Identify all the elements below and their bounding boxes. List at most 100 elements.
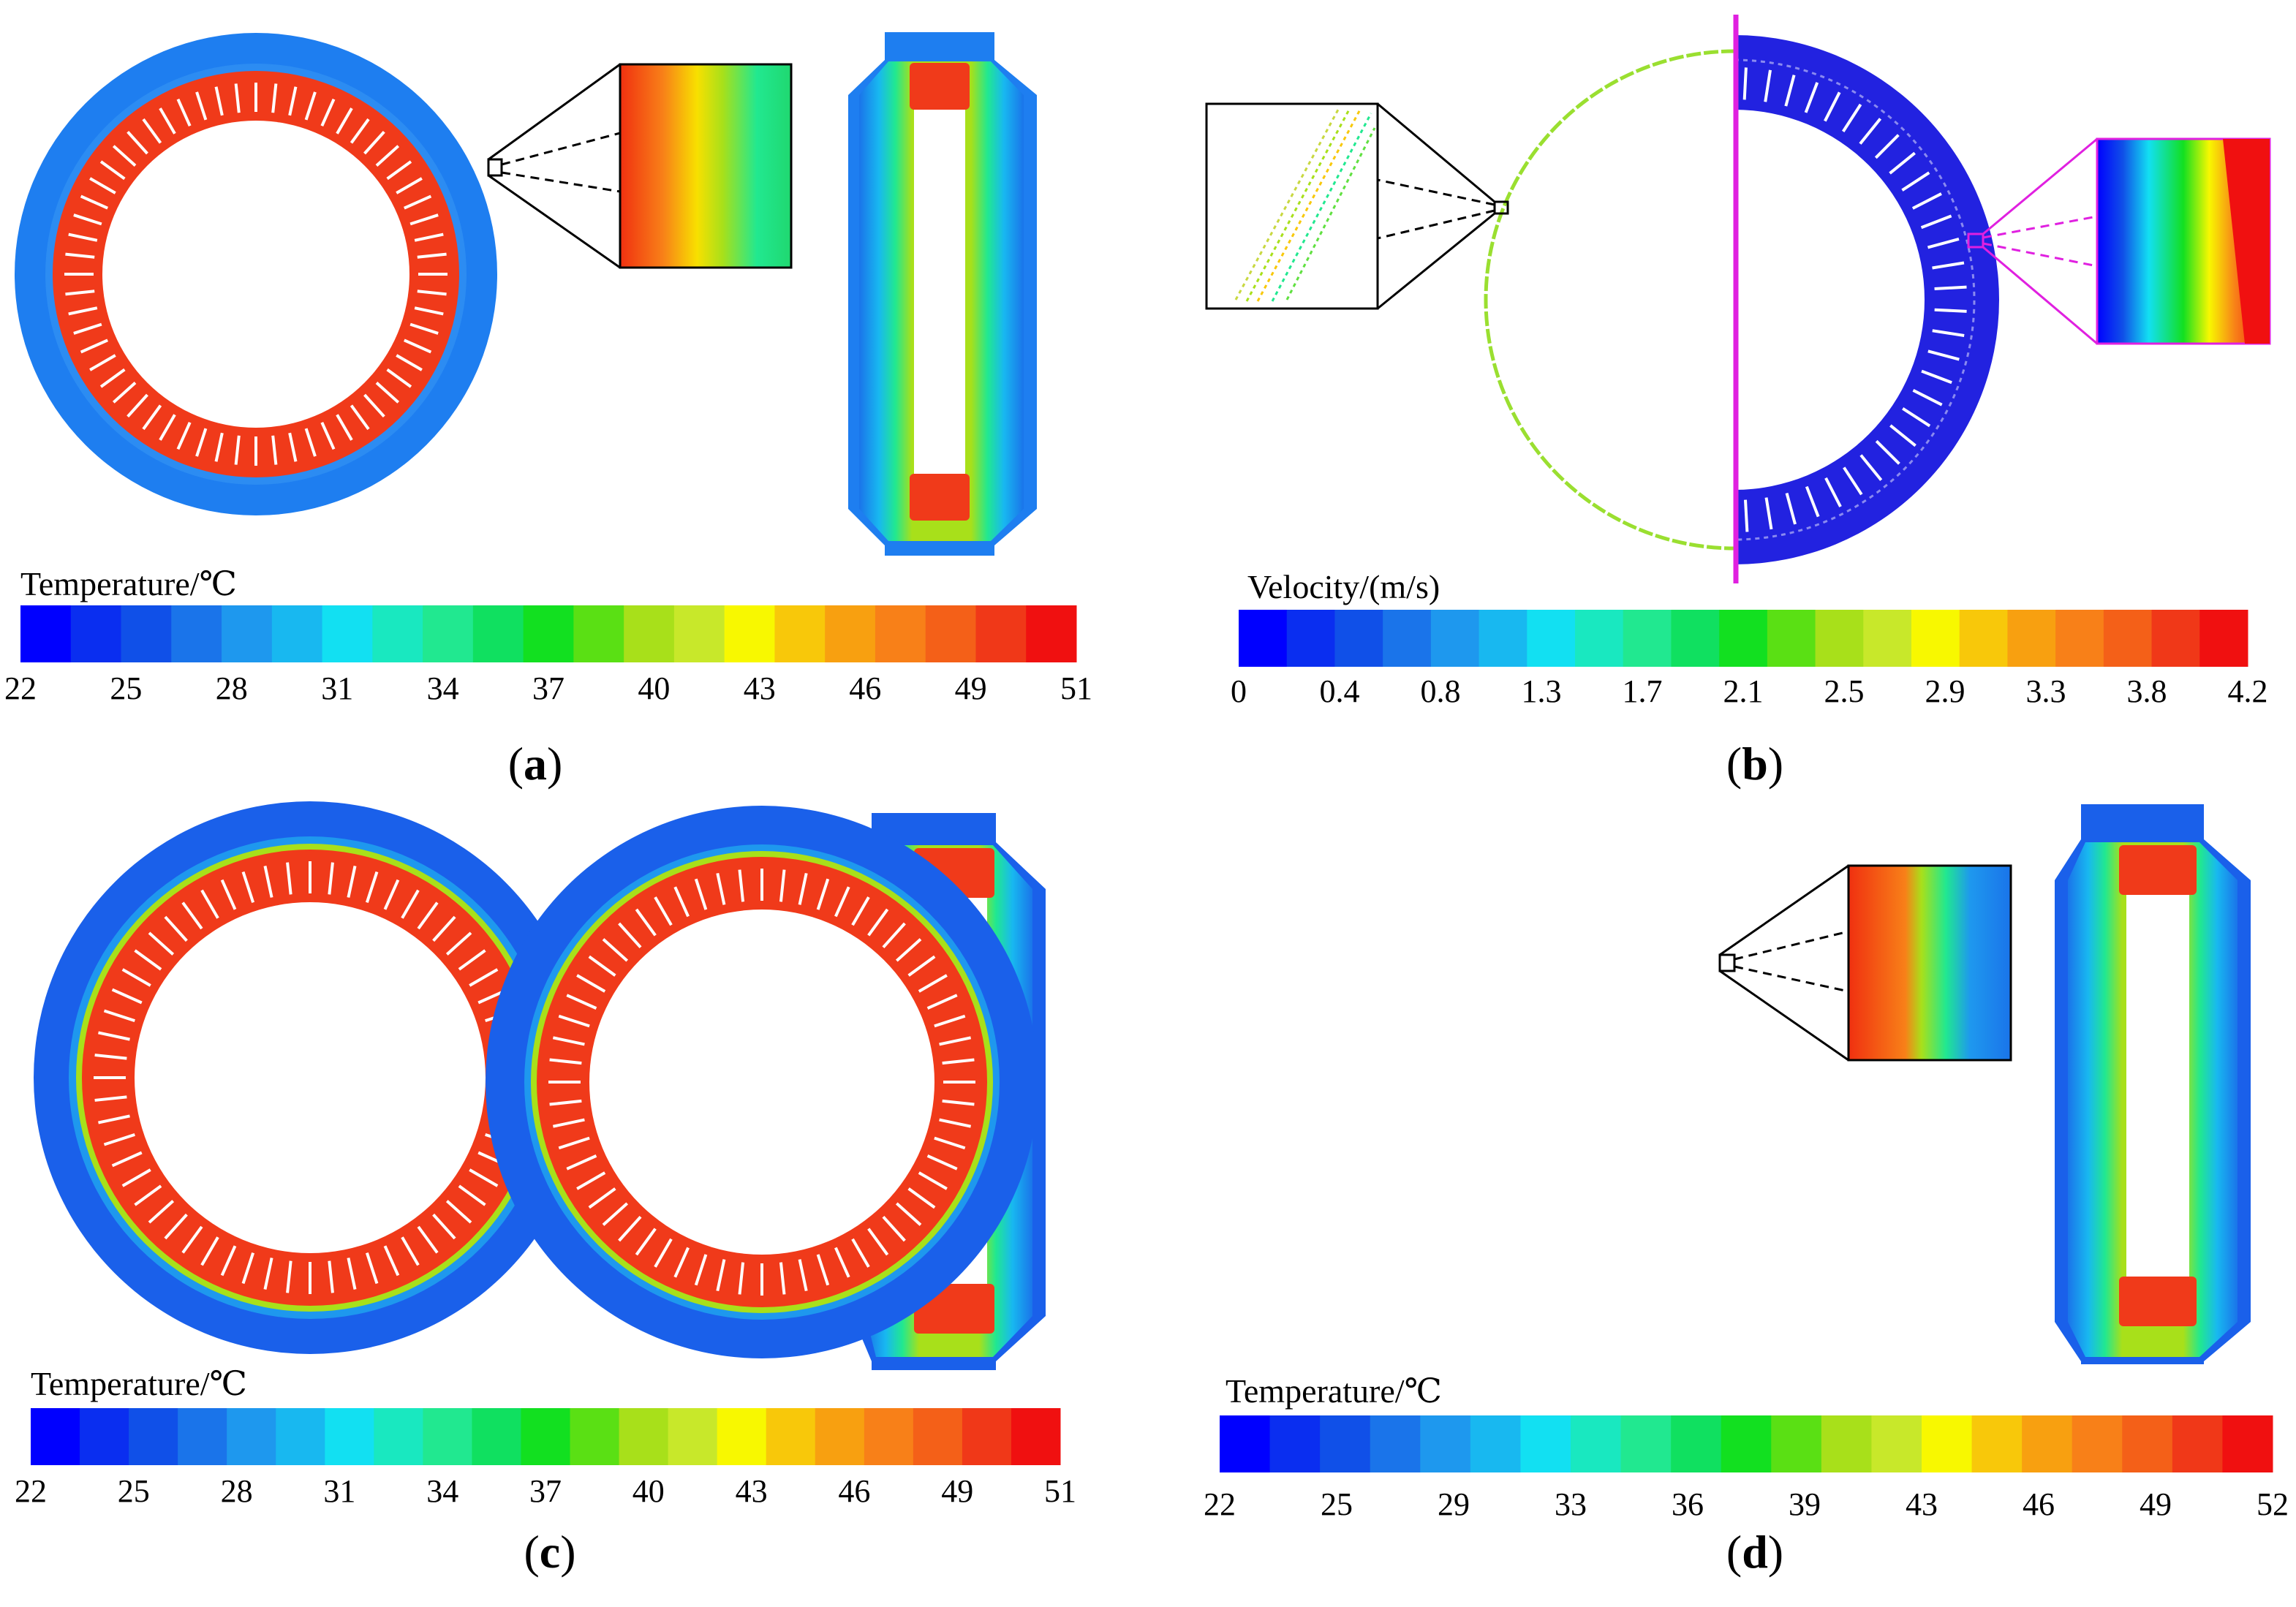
colorbar-swatch [1971, 1415, 2023, 1472]
stator-slot [401, 1236, 420, 1266]
stator-slot [80, 194, 109, 210]
stator-slot [1784, 75, 1796, 107]
stator-slot [1859, 118, 1882, 145]
colorbar-title-c: Temperature/℃ [31, 1365, 247, 1402]
colorbar-swatch [2151, 610, 2200, 667]
colorbar-tick-label: 34 [426, 1473, 458, 1509]
stator-slot [445, 1200, 472, 1224]
colorbar-swatch [372, 605, 423, 662]
stator-slot [926, 994, 958, 1010]
colorbar-tick-label: 29 [1438, 1486, 1470, 1522]
stator-slot [558, 1014, 590, 1028]
stator-slot [907, 1187, 936, 1209]
stator-slot [1804, 82, 1819, 113]
stator-slot [566, 1154, 597, 1171]
stator-slot [288, 86, 298, 116]
stator-slot [142, 404, 162, 431]
stator-slot [1920, 214, 1952, 230]
stator-slot [926, 1154, 958, 1171]
colorbar-tick-label: 1.7 [1623, 673, 1663, 709]
colorbar-tick-label: 28 [216, 670, 248, 706]
stator-slot [1824, 477, 1842, 507]
stator-slot [654, 1238, 673, 1268]
colorbar-swatch [774, 605, 826, 662]
stator-slot [401, 889, 420, 919]
stator-slot [383, 879, 400, 910]
stator-slot [1932, 329, 1965, 337]
colorbar-tick-label: 49 [941, 1473, 973, 1509]
stator-slot [1912, 389, 1943, 407]
stator-slot [73, 213, 102, 226]
stator-slot [907, 955, 936, 977]
stator-slot [716, 872, 726, 905]
stator-slot [635, 908, 657, 937]
colorbar-swatch [276, 1408, 325, 1465]
stator-slot [1934, 285, 1967, 291]
colorbar-swatch [1269, 1415, 1321, 1472]
colorbar-swatch [1671, 610, 1720, 667]
stator-slot [635, 1228, 657, 1256]
stator-slot [403, 339, 432, 354]
colorbar-swatch [2199, 610, 2248, 667]
colorbar-title-d: Temperature/℃ [1226, 1372, 1442, 1410]
stator-slot [1889, 151, 1916, 175]
colorbar-swatch [573, 605, 624, 662]
stator-slot [181, 1225, 203, 1254]
colorbar-swatch [825, 605, 876, 662]
stator-slot [409, 322, 439, 335]
stator-slot [1742, 67, 1748, 100]
stator-slot [673, 886, 690, 918]
stator-slot [159, 107, 176, 135]
colorbar-swatch [1334, 610, 1383, 667]
colorbar-tick-label: 46 [838, 1473, 870, 1509]
colorbar-swatch [1320, 1415, 1371, 1472]
stator-slot [445, 931, 472, 956]
colorbar-tick-label: 43 [736, 1473, 768, 1509]
stator-slot [417, 290, 447, 296]
stator-slot [918, 1171, 948, 1190]
stator-slot [363, 130, 385, 155]
colorbar-swatch [2222, 1415, 2273, 1472]
colorbar-swatch [227, 1408, 276, 1465]
stator-slot [716, 1259, 726, 1292]
colorbar-swatch [1767, 610, 1816, 667]
colorbar-tick-label: 49 [955, 670, 987, 706]
stator-slot [867, 908, 889, 937]
colorbar-swatch [472, 1408, 521, 1465]
colorbar-swatch [2103, 610, 2153, 667]
stator-slot [126, 130, 148, 155]
stator-slot [80, 339, 109, 354]
stator-slot [882, 922, 906, 949]
stator-half-ring-b [1734, 35, 1999, 564]
colorbar-swatch [20, 605, 72, 662]
stator-slot [103, 1133, 135, 1146]
stator-slot [1764, 497, 1773, 530]
stator-slot [1743, 499, 1749, 532]
stator-slot [738, 869, 745, 902]
stator-slot [164, 1213, 188, 1240]
colorbar-tick-label: 3.8 [2127, 673, 2167, 709]
stator-slot [121, 1168, 151, 1187]
stator-slot [94, 1054, 127, 1060]
panel-d [486, 804, 2251, 1364]
colorbar-swatch [1527, 610, 1576, 667]
colorbar-swatch [975, 605, 1027, 662]
stator-slot [350, 118, 370, 144]
stator-slot [618, 1215, 642, 1242]
stator-slot [112, 382, 137, 404]
stator-slot [320, 98, 336, 127]
stator-slot [942, 1058, 975, 1065]
stator-slot [89, 354, 116, 371]
stator-slot [469, 968, 499, 987]
colorbar-swatch [1620, 1415, 1672, 1472]
stator-slot [271, 83, 278, 113]
stator-slot [882, 1215, 906, 1242]
colorbar-swatch [815, 1408, 865, 1465]
colorbar-tick-label: 37 [532, 670, 564, 706]
stator-slot [65, 252, 95, 259]
stator-slot [375, 145, 400, 167]
stator-slot [98, 1114, 130, 1124]
stator-slot [99, 368, 126, 388]
stator-slot [200, 889, 219, 919]
